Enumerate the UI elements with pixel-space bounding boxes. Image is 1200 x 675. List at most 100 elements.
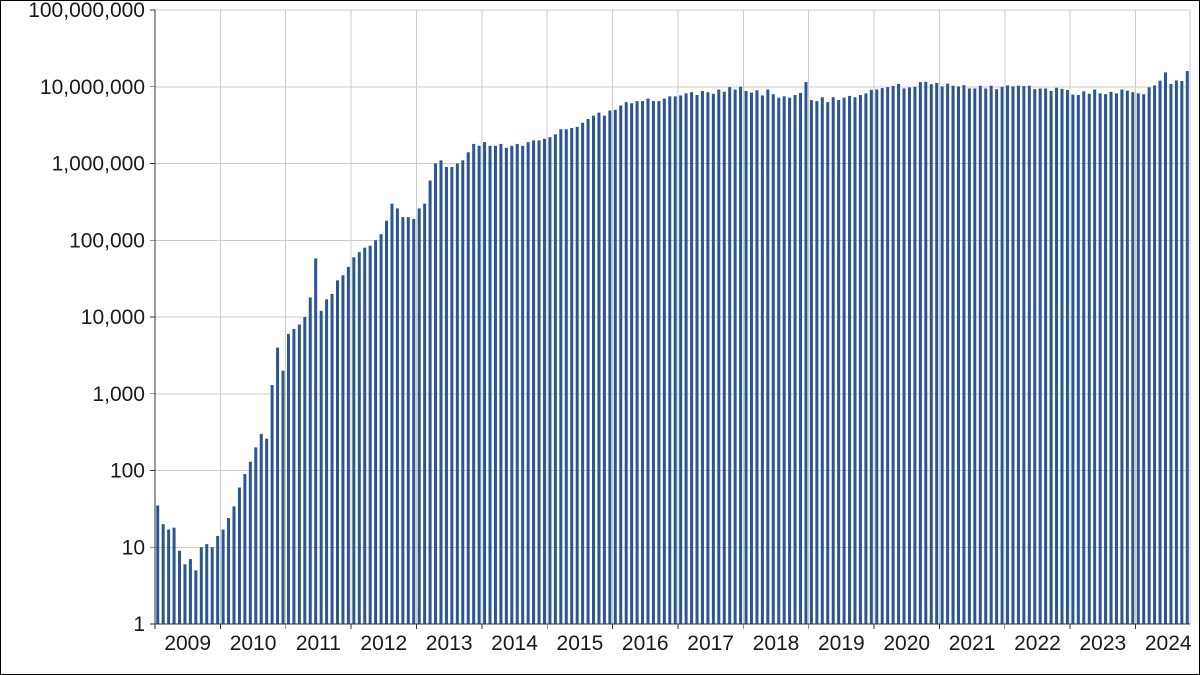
bar bbox=[668, 96, 671, 624]
bar bbox=[439, 160, 442, 624]
bar bbox=[445, 167, 448, 624]
bar bbox=[761, 95, 764, 624]
bar bbox=[521, 146, 524, 624]
bar bbox=[369, 246, 372, 624]
bar bbox=[772, 94, 775, 624]
bar bbox=[821, 97, 824, 624]
bar bbox=[995, 89, 998, 624]
bar bbox=[271, 385, 274, 624]
bar bbox=[1011, 86, 1014, 624]
bar bbox=[848, 96, 851, 624]
bar bbox=[385, 221, 388, 624]
y-tick-label: 10,000 bbox=[81, 306, 145, 329]
bar bbox=[211, 547, 214, 624]
bar bbox=[282, 371, 285, 624]
log-bar-chart: 1101001,00010,000100,0001,000,00010,000,… bbox=[0, 0, 1200, 675]
bar bbox=[156, 505, 159, 624]
bar bbox=[625, 102, 628, 624]
bar bbox=[1082, 91, 1085, 624]
bar bbox=[532, 140, 535, 624]
bar bbox=[663, 99, 666, 624]
bar bbox=[505, 148, 508, 624]
bar bbox=[314, 258, 317, 624]
bar bbox=[690, 92, 693, 624]
bar bbox=[254, 447, 257, 624]
bar bbox=[636, 101, 639, 624]
bar bbox=[347, 267, 350, 624]
bar bbox=[249, 462, 252, 624]
bar bbox=[728, 87, 731, 624]
bar bbox=[396, 208, 399, 624]
bar bbox=[1055, 88, 1058, 624]
bar bbox=[227, 518, 230, 624]
bar bbox=[815, 101, 818, 624]
bar bbox=[641, 101, 644, 624]
y-tick-label: 100,000 bbox=[69, 229, 145, 252]
bar bbox=[423, 204, 426, 624]
bar bbox=[603, 116, 606, 624]
bar bbox=[358, 252, 361, 624]
bar bbox=[810, 100, 813, 624]
bar bbox=[706, 92, 709, 624]
bar bbox=[717, 90, 720, 624]
x-tick-label: 2020 bbox=[883, 632, 930, 655]
y-tick-label: 100,000,000 bbox=[28, 0, 145, 22]
bar bbox=[837, 100, 840, 624]
bar bbox=[238, 488, 241, 624]
bar bbox=[1022, 86, 1025, 624]
bar bbox=[309, 297, 312, 624]
bar bbox=[592, 116, 595, 624]
bar bbox=[1115, 93, 1118, 624]
bar bbox=[804, 82, 807, 624]
bar bbox=[1137, 93, 1140, 624]
bar bbox=[287, 334, 290, 624]
bar bbox=[325, 299, 328, 624]
bar bbox=[320, 311, 323, 624]
bar bbox=[1060, 89, 1063, 624]
bar bbox=[1028, 86, 1031, 624]
bar bbox=[162, 524, 165, 624]
x-tick-label: 2014 bbox=[491, 632, 538, 655]
bar bbox=[913, 87, 916, 624]
bar bbox=[472, 144, 475, 624]
bar bbox=[483, 142, 486, 624]
bar bbox=[984, 88, 987, 624]
x-tick-label: 2015 bbox=[557, 632, 604, 655]
bar bbox=[1039, 88, 1042, 624]
bar bbox=[674, 96, 677, 624]
bar bbox=[576, 127, 579, 624]
bar bbox=[429, 181, 432, 624]
y-tick-label: 10,000,000 bbox=[40, 76, 145, 99]
bar bbox=[794, 95, 797, 624]
bar bbox=[456, 164, 459, 625]
bar bbox=[908, 87, 911, 624]
bar bbox=[173, 528, 176, 624]
bar bbox=[243, 474, 246, 624]
bar bbox=[1148, 87, 1151, 624]
bar bbox=[194, 570, 197, 624]
bar bbox=[178, 551, 181, 624]
bar bbox=[478, 146, 481, 624]
bar bbox=[352, 257, 355, 624]
x-tick-label: 2024 bbox=[1145, 632, 1192, 655]
x-tick-label: 2012 bbox=[360, 632, 407, 655]
bar bbox=[1006, 85, 1009, 624]
bar bbox=[897, 84, 900, 624]
bar bbox=[1142, 94, 1145, 624]
bar bbox=[1126, 91, 1129, 624]
bar bbox=[892, 86, 895, 624]
bar bbox=[619, 105, 622, 624]
bar bbox=[1110, 92, 1113, 624]
bar bbox=[401, 217, 404, 624]
bar bbox=[1104, 94, 1107, 624]
bar bbox=[597, 113, 600, 624]
bar bbox=[853, 97, 856, 624]
bar bbox=[543, 139, 546, 624]
bar bbox=[222, 530, 225, 624]
bar bbox=[467, 152, 470, 624]
bar bbox=[554, 134, 557, 624]
bar bbox=[1066, 90, 1069, 624]
bar bbox=[1169, 84, 1172, 624]
bar bbox=[499, 144, 502, 624]
x-tick-label: 2017 bbox=[687, 632, 734, 655]
